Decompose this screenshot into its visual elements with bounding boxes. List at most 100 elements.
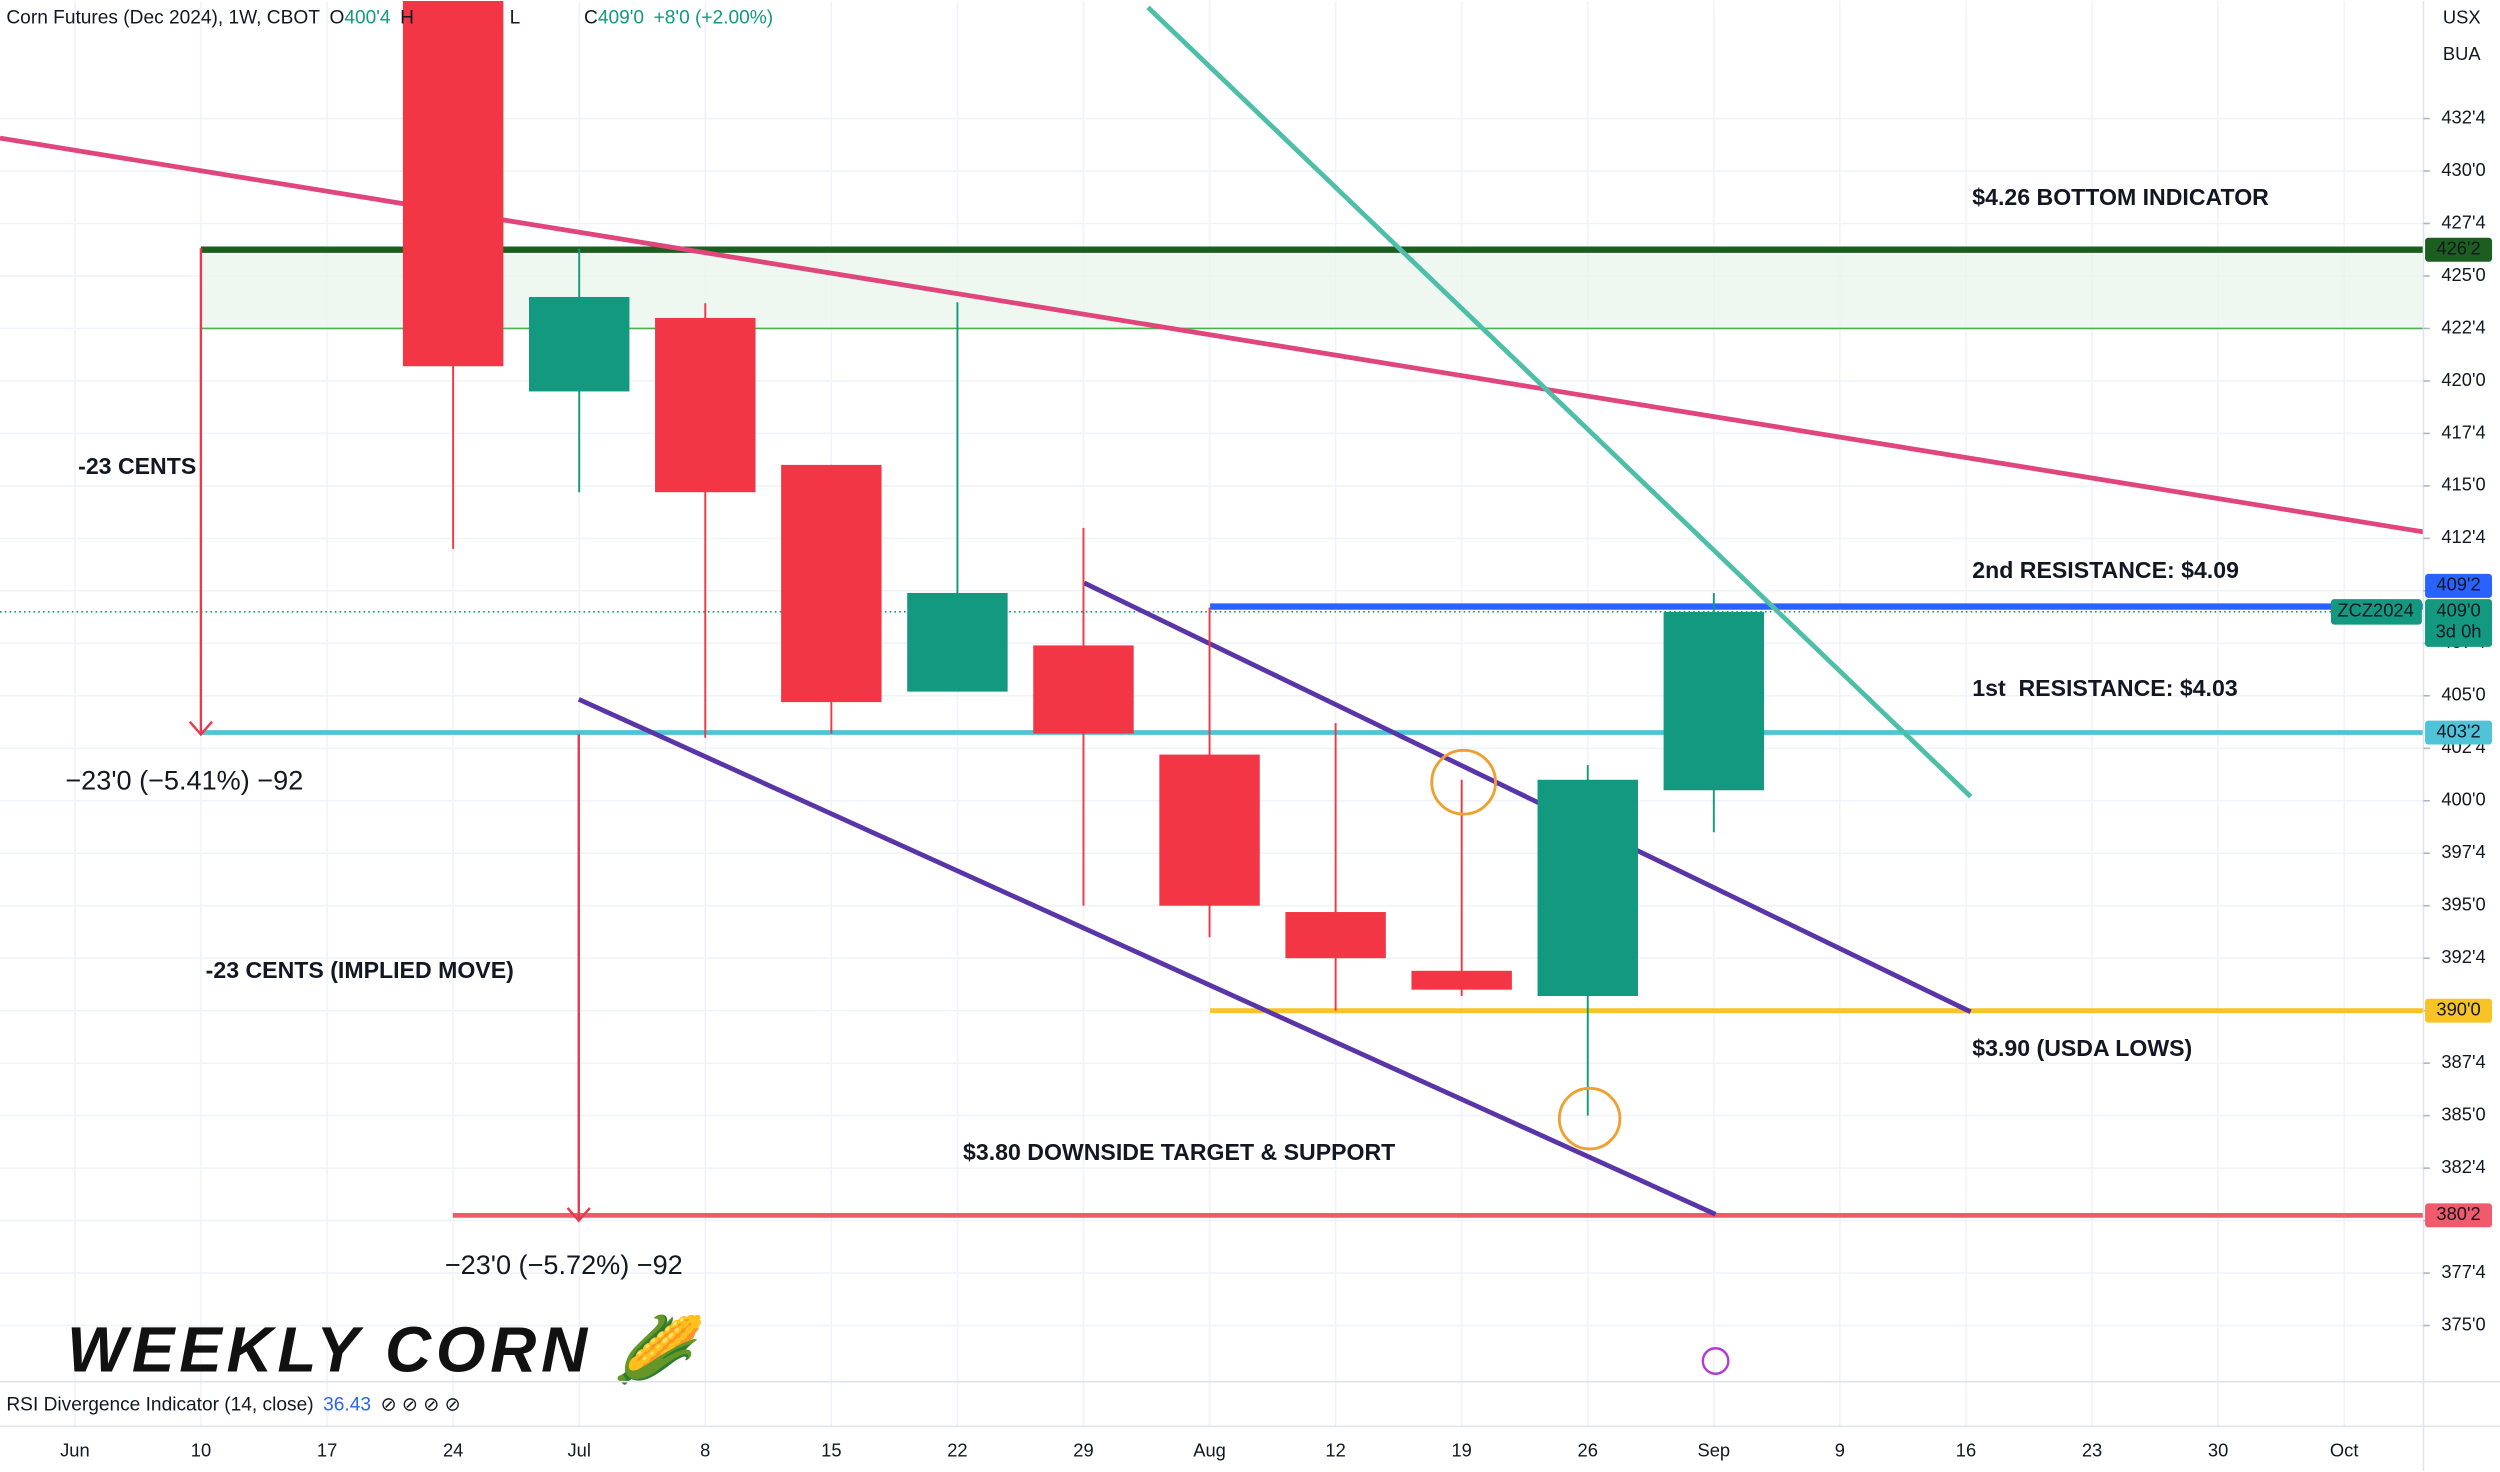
header-text: Corn Futures (Dec 2024), 1W, CBOT O400'4 H… bbox=[6, 8, 773, 29]
symbol-title: Corn Futures (Dec 2024), 1W, CBOT bbox=[6, 8, 320, 29]
ohlc-label: C bbox=[584, 8, 598, 29]
y-tick-label: 375'0 bbox=[2441, 1313, 2485, 1334]
y-tick-label: 427'4 bbox=[2441, 211, 2485, 232]
x-tick-label: 8 bbox=[700, 1440, 710, 1461]
annotation: $4.26 BOTTOM INDICATOR bbox=[1972, 184, 2269, 210]
x-tick-label: 15 bbox=[821, 1440, 841, 1461]
price-tag bbox=[2425, 573, 2493, 598]
y-tick-label: 422'4 bbox=[2441, 316, 2485, 337]
y-tick-label: 412'4 bbox=[2441, 526, 2485, 547]
price-tag-label: 390'0 bbox=[2436, 999, 2480, 1020]
ohlc-value: 409'0 bbox=[598, 8, 644, 29]
indicator-name: RSI Divergence Indicator (14, close) bbox=[6, 1395, 313, 1416]
price-tags: 426'2 409'2 403'2 390'0 380'2 409'03d 0h ZCZ20… bbox=[2330, 237, 2493, 1228]
change-value: +8'0 (+2.00%) bbox=[654, 8, 774, 29]
indicator-value: 36.43 bbox=[323, 1395, 371, 1416]
y-tick-label: 400'0 bbox=[2441, 789, 2485, 810]
watermark: WEEKLY CORN 🌽 bbox=[67, 1311, 705, 1385]
price-tag bbox=[2425, 720, 2493, 745]
markers bbox=[1430, 748, 1622, 1151]
measure-label: −23'0 (−5.41%) −92 bbox=[65, 764, 303, 795]
axis-button[interactable]: USX bbox=[2443, 6, 2481, 27]
y-tick-label: 417'4 bbox=[2441, 421, 2485, 442]
candle-body bbox=[655, 317, 756, 493]
trend-line bbox=[1146, 5, 1973, 799]
symbol-tag-label: ZCZ2024 bbox=[2337, 600, 2413, 621]
price-tag-label: 426'2 bbox=[2436, 238, 2480, 259]
y-tick-label: 420'0 bbox=[2441, 369, 2485, 390]
x-tick-label: Sep bbox=[1698, 1440, 1731, 1461]
countdown: 3d 0h bbox=[2436, 620, 2482, 641]
price-tag-label: 409'0 bbox=[2436, 600, 2480, 621]
x-tick-label: 29 bbox=[1073, 1440, 1093, 1461]
annotation: -23 CENTS bbox=[78, 453, 196, 479]
y-tick-label: 395'0 bbox=[2441, 894, 2485, 915]
y-tick-label: 397'4 bbox=[2441, 841, 2485, 862]
x-tick-label: Jun bbox=[60, 1440, 90, 1461]
circle-marker bbox=[1557, 1086, 1622, 1151]
x-tick-label: 23 bbox=[2082, 1440, 2102, 1461]
x-ticks: Jun 10 17 24 Jul 8 15 22 29 Aug 12 19 26 Sep 9 16 23 30 Oc… bbox=[60, 1440, 2358, 1461]
y-tick-label: 392'4 bbox=[2441, 946, 2485, 967]
indicator-pane: RSI Divergence Indicator (14, close) 36.4… bbox=[0, 1380, 2500, 1428]
ohlc-label: L bbox=[510, 8, 521, 29]
price-tag bbox=[2425, 599, 2493, 647]
event-icon[interactable] bbox=[1701, 1347, 1730, 1375]
x-tick-label: 12 bbox=[1325, 1440, 1345, 1461]
candle-body bbox=[1285, 912, 1386, 959]
y-tick-label: 425'0 bbox=[2441, 264, 2485, 285]
arrow-head bbox=[566, 1207, 591, 1223]
y-tick-label: 387'4 bbox=[2441, 1051, 2485, 1072]
x-tick-label: Oct bbox=[2330, 1440, 2359, 1461]
y-tick-label: 405'0 bbox=[2441, 684, 2485, 705]
candle-body bbox=[1159, 754, 1260, 906]
x-tick-label: Aug bbox=[1193, 1440, 1226, 1461]
ohlc-label: O bbox=[329, 8, 344, 29]
x-tick-label: 16 bbox=[1956, 1440, 1976, 1461]
indicator-legend: RSI Divergence Indicator (14, close) 36.4… bbox=[6, 1395, 460, 1416]
measure-label: −23'0 (−5.72%) −92 bbox=[445, 1249, 683, 1280]
candle-body bbox=[1033, 645, 1134, 734]
annotation: 2nd RESISTANCE: $4.09 bbox=[1972, 557, 2239, 583]
y-tick-label: 415'0 bbox=[2441, 474, 2485, 495]
x-tick-label: 9 bbox=[1835, 1440, 1845, 1461]
price-tag bbox=[2425, 998, 2493, 1023]
channel-line bbox=[577, 697, 1717, 1217]
price-axis: USX BUA bbox=[2422, 0, 2481, 1472]
candles bbox=[402, 0, 1765, 1116]
candle-body bbox=[781, 464, 882, 703]
price-tag bbox=[2425, 237, 2493, 262]
x-tick-label: 19 bbox=[1451, 1440, 1471, 1461]
annotation: 1st RESISTANCE: $4.03 bbox=[1972, 675, 2238, 701]
measure-arrows bbox=[188, 248, 591, 1223]
price-tag-label: 403'2 bbox=[2436, 720, 2480, 741]
grid bbox=[0, 0, 2424, 1427]
ohlc-label: H bbox=[400, 8, 414, 29]
arrow-head bbox=[188, 720, 213, 737]
circle-marker bbox=[1430, 748, 1497, 816]
candle-body bbox=[402, 0, 504, 367]
x-tick-label: 17 bbox=[317, 1440, 337, 1461]
channel-line bbox=[1083, 580, 1972, 1014]
y-tick-label: 430'0 bbox=[2441, 159, 2485, 180]
ohlc-value: 400'4 bbox=[344, 8, 391, 29]
candle-body bbox=[528, 296, 630, 392]
candle-body bbox=[1411, 970, 1512, 990]
levels-layer bbox=[0, 246, 2424, 1218]
x-tick-label: 26 bbox=[1578, 1440, 1598, 1461]
x-tick-label: 24 bbox=[443, 1440, 463, 1461]
x-tick-label: 22 bbox=[947, 1440, 967, 1461]
y-tick-label: 385'0 bbox=[2441, 1103, 2485, 1124]
x-tick-label: 30 bbox=[2208, 1440, 2228, 1461]
symbol-tag bbox=[2330, 599, 2422, 625]
price-tag bbox=[2425, 1203, 2493, 1228]
annotation: -23 CENTS (IMPLIED MOVE) bbox=[206, 957, 514, 983]
annotations: $4.26 BOTTOM INDICATOR 2nd RESISTANCE: $… bbox=[65, 184, 2269, 1386]
price-tag-label: 380'2 bbox=[2436, 1203, 2480, 1224]
x-tick-label: 10 bbox=[191, 1440, 211, 1461]
price-tag-label: 409'2 bbox=[2436, 574, 2480, 595]
axis-button[interactable]: BUA bbox=[2443, 43, 2481, 64]
annotation: $3.80 DOWNSIDE TARGET & SUPPORT bbox=[963, 1139, 1395, 1165]
